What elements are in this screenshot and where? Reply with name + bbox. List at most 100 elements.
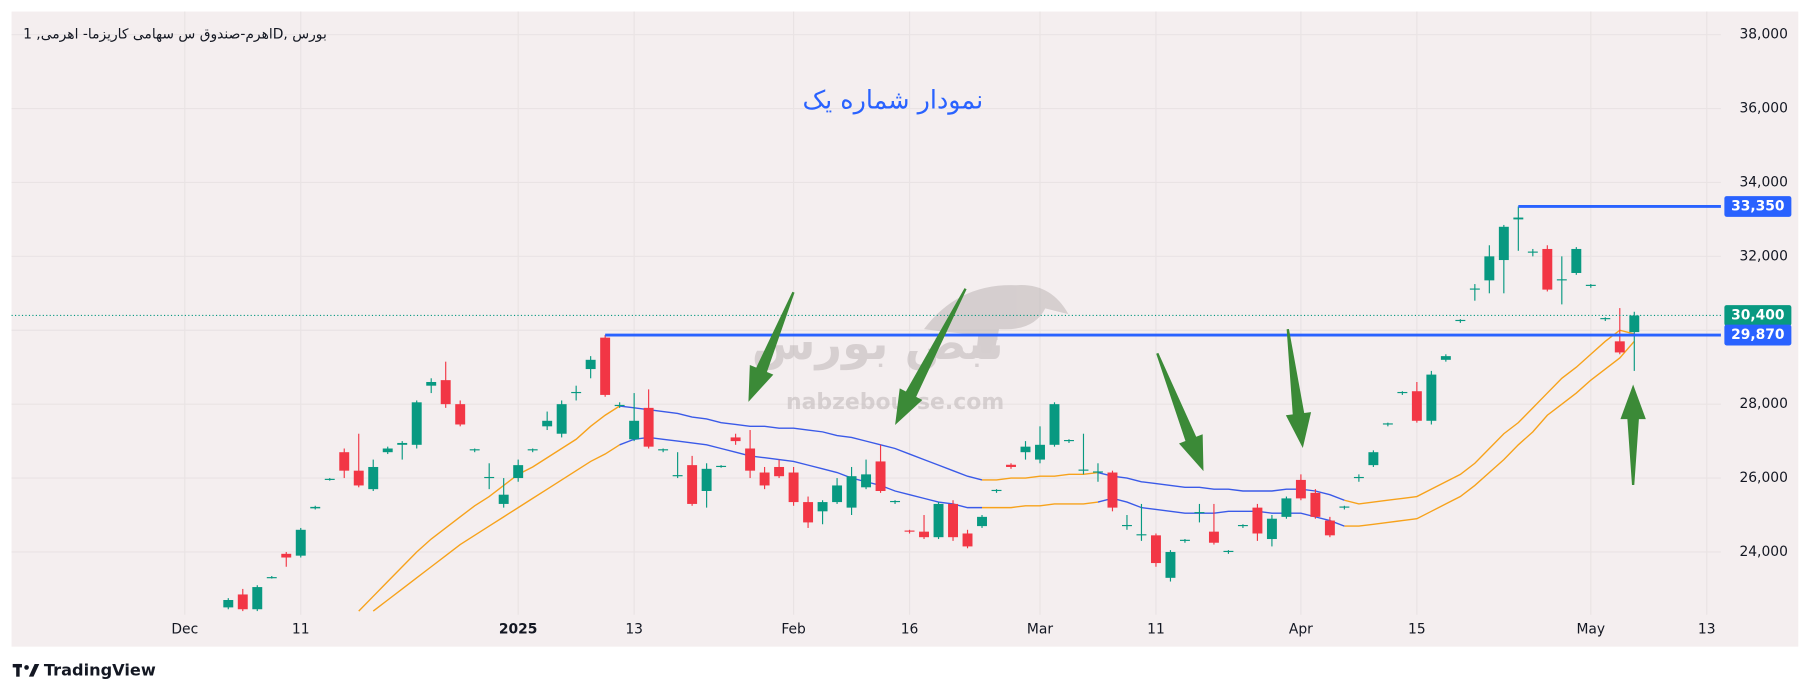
candle-body	[1556, 279, 1567, 281]
last-price-label: 30,400	[1731, 307, 1784, 323]
candle-body	[919, 531, 930, 538]
y-tick-label: 26,000	[1739, 470, 1787, 486]
candle-body	[614, 404, 625, 407]
y-tick-label: 36,000	[1739, 101, 1787, 117]
y-tick-label: 34,000	[1739, 174, 1787, 190]
candle-body	[223, 600, 234, 608]
x-tick-label: Dec	[171, 621, 198, 637]
annotation-arrow	[748, 291, 795, 402]
candle-body	[745, 448, 756, 471]
candle-body	[701, 468, 712, 491]
x-tick-label: Mar	[1027, 621, 1053, 637]
candle-body	[266, 577, 277, 579]
candle-body	[716, 465, 727, 468]
moving-average-line	[1097, 497, 1345, 527]
candle-body	[1527, 251, 1538, 253]
candle-body	[411, 402, 422, 445]
candle-body	[1339, 506, 1350, 508]
candle-body	[904, 530, 915, 532]
candle-body	[1426, 374, 1437, 421]
last-price-badge	[1724, 305, 1792, 326]
candle-body	[1078, 469, 1089, 471]
annotation-arrows	[748, 288, 1646, 485]
logo-part	[24, 665, 29, 670]
candle-body	[991, 489, 1002, 492]
candle-body	[861, 474, 872, 488]
candle-body	[295, 529, 306, 556]
level-badge	[1724, 324, 1792, 346]
candle-body	[455, 404, 466, 425]
annotation-arrow	[1156, 352, 1204, 472]
candle-body	[498, 494, 509, 504]
candle-body	[658, 449, 669, 451]
candle-body	[1179, 539, 1190, 541]
candle-body	[803, 502, 814, 523]
x-tick-label: Apr	[1289, 621, 1313, 637]
candle-body	[556, 404, 567, 434]
candle-body	[1440, 356, 1451, 360]
annotation: نمودار شماره یک	[802, 85, 983, 116]
candle-body	[1382, 423, 1393, 425]
plot	[11, 205, 1721, 612]
moving-average-line	[372, 444, 621, 612]
candle-body	[759, 472, 770, 486]
candle-body	[1093, 471, 1103, 473]
candle-body	[1614, 341, 1625, 353]
tradingview-logo	[12, 663, 40, 677]
candle-body	[281, 553, 292, 558]
candle-body	[1020, 446, 1031, 453]
x-tick-label: 16	[901, 621, 919, 637]
candle-body	[1208, 531, 1219, 543]
candle-body	[1498, 226, 1509, 261]
x-tick-label: 11	[1147, 621, 1165, 637]
candle-body	[629, 420, 640, 440]
candle-body	[875, 461, 886, 491]
annotation-arrow	[895, 288, 967, 425]
candle-body	[1006, 464, 1016, 467]
candle-body	[426, 381, 437, 386]
candle-body	[1513, 217, 1524, 220]
candle-body	[542, 420, 553, 427]
candle-body	[1107, 472, 1118, 508]
watermark-text: nabzebourse.com	[786, 390, 1004, 415]
logo-part	[16, 663, 20, 677]
candle-body	[1122, 524, 1132, 527]
level-badge	[1724, 196, 1792, 217]
candle-body	[1150, 535, 1161, 564]
candle-body	[643, 407, 654, 447]
candle-body	[977, 516, 987, 527]
candle-body	[1035, 444, 1045, 460]
moving-average-line	[358, 405, 621, 612]
candle-body	[687, 465, 698, 504]
chart-panel	[11, 11, 1799, 647]
watermark-logo-text: نبض بورس	[752, 316, 1004, 371]
y-tick-label: 38,000	[1739, 27, 1787, 43]
candle-body	[237, 594, 248, 610]
chart-title: اهرم-صندوق س سهامی کاریزما- اهرمی, 1D, ب…	[23, 27, 327, 43]
candle-body	[1049, 404, 1060, 445]
candle-body	[1629, 315, 1640, 333]
moving-average-line	[1344, 340, 1635, 527]
candle-body	[817, 502, 828, 512]
moving-average-line	[619, 436, 983, 509]
watermark: نبض بورس nabzebourse.com	[752, 285, 1069, 415]
x-tick-label: 13	[1698, 621, 1716, 637]
candle-body	[846, 476, 857, 508]
x-tick-label: 2025	[499, 621, 538, 637]
footer-brand: TradingView	[44, 660, 156, 679]
candle-body	[730, 437, 741, 442]
candle-body	[440, 380, 451, 405]
candle-body	[1064, 440, 1074, 442]
candle-body	[1484, 256, 1495, 281]
candle-body	[368, 466, 379, 490]
moving-average-line	[1344, 329, 1635, 505]
candle-body	[1353, 476, 1364, 479]
moving-average-line	[982, 501, 1099, 509]
candle-body	[1223, 550, 1234, 553]
candle-body	[1266, 518, 1277, 540]
candle-body	[672, 475, 683, 477]
x-tick-label: 11	[292, 621, 310, 637]
candle-body	[324, 478, 335, 480]
annotation-arrow	[1620, 384, 1646, 485]
